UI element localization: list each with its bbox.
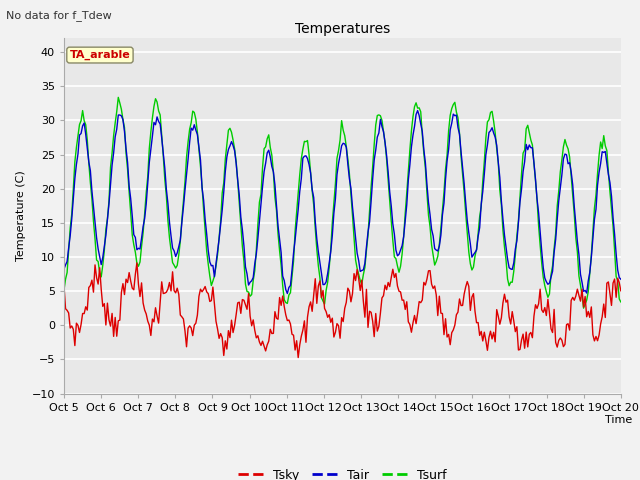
Tair <box>414 108 422 113</box>
Title: Temperatures: Temperatures <box>295 22 390 36</box>
Tair <box>284 290 291 296</box>
Tsurf <box>115 95 122 100</box>
Tsurf <box>130 242 138 248</box>
Tsurf <box>255 199 263 205</box>
Tair <box>305 162 313 168</box>
Tsurf <box>580 305 588 311</box>
Tsurf <box>589 228 596 234</box>
Tsky <box>294 355 302 360</box>
Tsurf <box>617 299 625 305</box>
Tsky <box>228 317 236 323</box>
Tsky <box>133 260 141 266</box>
Text: No data for f_Tdew: No data for f_Tdew <box>6 10 112 21</box>
Y-axis label: Temperature (C): Temperature (C) <box>16 170 26 262</box>
Tsky <box>589 332 596 337</box>
Tsky <box>60 283 68 288</box>
Tair <box>617 276 625 282</box>
Tair <box>244 282 252 288</box>
Text: TA_arable: TA_arable <box>70 50 131 60</box>
Line: Tsky: Tsky <box>64 263 621 358</box>
Line: Tsurf: Tsurf <box>64 97 621 308</box>
Tair <box>589 236 596 241</box>
Tair <box>60 266 68 272</box>
Tair <box>129 213 136 219</box>
Line: Tair: Tair <box>64 110 621 293</box>
Tsurf <box>60 287 68 293</box>
Legend: Tsky, Tair, Tsurf: Tsky, Tair, Tsurf <box>234 464 451 480</box>
Tsky <box>255 339 263 345</box>
Tsky <box>246 313 254 319</box>
Tsky <box>129 285 136 291</box>
Tair <box>226 143 234 149</box>
Tsurf <box>305 152 313 157</box>
X-axis label: Time: Time <box>605 415 632 425</box>
Tsurf <box>246 293 254 299</box>
Tsky <box>617 288 625 294</box>
Tair <box>254 236 262 241</box>
Tsky <box>307 299 314 305</box>
Tsurf <box>228 129 236 135</box>
